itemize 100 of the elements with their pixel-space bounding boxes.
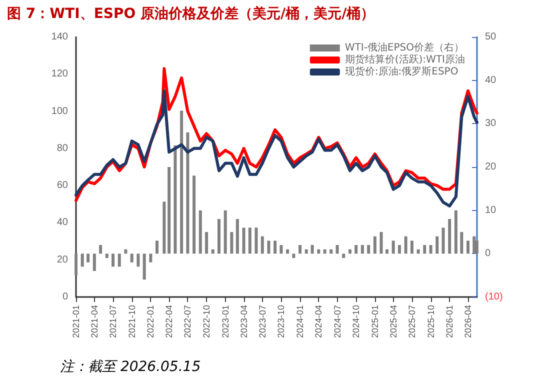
bar: [99, 245, 102, 254]
x-tick-label: 2022-04: [164, 305, 174, 338]
bar: [267, 240, 270, 254]
bar: [274, 240, 277, 254]
x-tick-label: 2023-07: [257, 305, 268, 338]
bar: [80, 254, 84, 267]
bar: [260, 236, 264, 254]
bar: [136, 254, 140, 267]
x-tick-label: 2022-07: [182, 305, 193, 338]
x-tick-label: 2024-04: [314, 305, 324, 338]
bar: [162, 202, 166, 254]
y-tick-label: 100: [51, 106, 68, 117]
y2-tick-label: (10): [485, 292, 503, 302]
bar: [224, 210, 227, 254]
bar: [410, 240, 414, 254]
y2-tick-label: 0: [485, 248, 491, 260]
bar: [330, 249, 333, 254]
bar: [423, 245, 426, 254]
bar: [373, 236, 376, 254]
bar: [180, 110, 184, 254]
bar: [472, 236, 476, 254]
x-tick-label: 2022-10: [202, 305, 212, 338]
bar: [156, 240, 159, 254]
bar: [385, 249, 388, 254]
x-tick-label: 2026-04: [463, 305, 473, 338]
bar: [298, 245, 302, 254]
x-tick-label: 2025-01: [370, 305, 380, 338]
legend-label: 期货结算价(活跃):WTI原油: [344, 54, 466, 66]
bar: [380, 232, 383, 254]
y2-tick-label: 10: [485, 204, 497, 216]
bar: [336, 245, 339, 254]
bar: [476, 240, 478, 254]
x-tick-label: 2024-07: [332, 305, 342, 338]
bar: [292, 254, 296, 258]
bar: [436, 236, 439, 254]
bar: [174, 145, 177, 254]
y-tick-label: 0: [62, 292, 68, 302]
x-tick-label: 2023-10: [276, 305, 286, 338]
bar: [448, 219, 452, 254]
legend-label: 现货价:原油:俄罗斯ESPO: [344, 66, 458, 78]
x-tick-label: 2021-01: [71, 305, 81, 338]
bar: [454, 210, 458, 254]
bar: [105, 254, 108, 258]
bar: [310, 245, 314, 254]
bar: [130, 254, 134, 262]
x-tick-label: 2023-04: [238, 305, 249, 338]
bar: [168, 167, 171, 254]
bar: [230, 232, 234, 254]
bar: [254, 228, 258, 254]
x-tick-label: 2025-07: [406, 305, 417, 338]
bar: [92, 254, 96, 271]
legend-label: WTI-俄油EPSO价差（右）: [344, 42, 464, 54]
bar: [118, 254, 121, 267]
chart-title: 图 7：WTI、ESPO 原油价格及价差（美元/桶，美元/桶）: [7, 5, 375, 22]
bar: [286, 249, 290, 254]
bar: [280, 245, 283, 254]
y-tick-label: 60: [56, 180, 68, 192]
y-tick-label: 120: [51, 68, 68, 80]
bar: [211, 249, 214, 254]
bar: [149, 254, 152, 262]
bar: [398, 245, 401, 254]
x-tick-label: 2021-10: [126, 305, 137, 338]
bar: [74, 254, 78, 276]
bar: [248, 228, 252, 254]
bar: [404, 236, 408, 254]
bar: [354, 245, 358, 254]
bar: [142, 254, 146, 280]
y-tick-label: 20: [56, 254, 68, 266]
bar: [242, 228, 246, 254]
text: 注：截至 2026.05.15: [60, 359, 201, 375]
y2-tick-label: 50: [485, 32, 497, 42]
x-tick-label: 2022-01: [146, 305, 156, 338]
bar: [205, 232, 208, 254]
bar: [360, 245, 364, 254]
bar: [460, 232, 464, 254]
bar: [392, 240, 395, 254]
bar: [429, 245, 432, 254]
x-tick-label: 2024-01: [295, 305, 306, 338]
bar: [367, 245, 370, 254]
bar: [186, 132, 190, 254]
x-tick-label: 2025-04: [388, 305, 398, 338]
line-series: [74, 89, 478, 208]
y2-tick-label: 30: [485, 118, 497, 130]
bar: [236, 219, 239, 254]
x-tick-label: 2023-01: [220, 305, 230, 338]
x-tick-label: 2024-10: [351, 305, 362, 338]
bar: [442, 228, 445, 254]
x-tick-label: 2021-04: [89, 305, 100, 338]
bar: [342, 254, 346, 258]
y-tick-label: 80: [56, 142, 68, 154]
bar: [304, 249, 308, 254]
bar: [112, 254, 115, 267]
y2-tick-label: 40: [485, 74, 497, 86]
bar: [416, 249, 420, 254]
bar: [192, 176, 196, 254]
x-tick-label: 2021-07: [108, 305, 118, 338]
y-tick-label: 40: [56, 217, 68, 228]
y2-tick-label: 20: [485, 162, 497, 172]
x-tick-label: 2025-10: [426, 305, 436, 338]
bar: [86, 254, 90, 262]
